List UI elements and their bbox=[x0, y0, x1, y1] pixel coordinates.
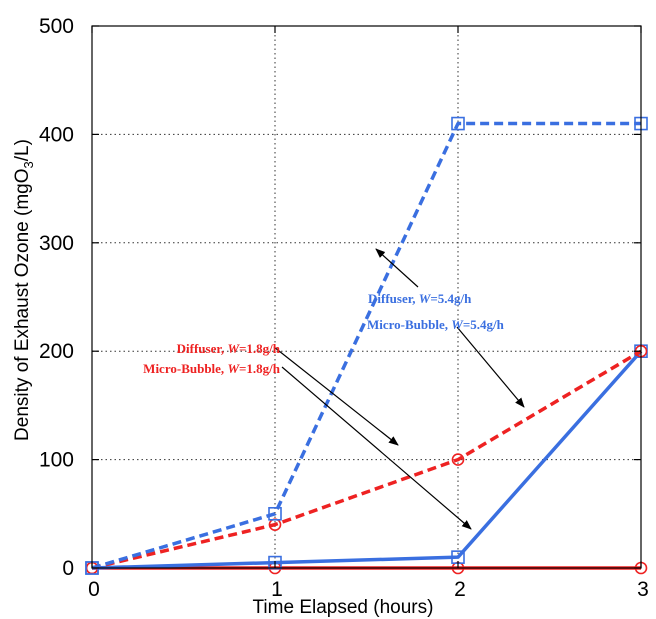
y-axis-title: Density of Exhaust Ozone (mgO3/L) bbox=[12, 139, 36, 441]
x-tick-label: 0 bbox=[88, 578, 100, 601]
annotation-arrow bbox=[281, 366, 472, 530]
annotation-label: Micro-Bubble, W=5.4g/h bbox=[367, 317, 505, 332]
annotation-arrow bbox=[456, 326, 525, 408]
series-line bbox=[91, 121, 641, 570]
x-tick-label: 2 bbox=[454, 578, 466, 601]
x-tick-label: 1 bbox=[271, 578, 283, 601]
y-tick-label: 0 bbox=[62, 557, 74, 580]
y-tick-label: 500 bbox=[39, 15, 74, 38]
y-tick-label: 400 bbox=[39, 123, 74, 146]
data-point-square bbox=[451, 116, 465, 131]
data-point-circle bbox=[451, 453, 465, 466]
y-tick-label: 300 bbox=[39, 232, 74, 255]
data-point-square bbox=[268, 506, 282, 521]
annotation-label: Diffuser, W=5.4g/h bbox=[368, 291, 472, 306]
annotation-arrow bbox=[273, 346, 399, 446]
series-lines bbox=[85, 116, 648, 575]
x-axis-title: Time Elapsed (hours) bbox=[253, 597, 434, 618]
annotation-label: Micro-Bubble, W=1.8g/h bbox=[143, 361, 281, 376]
annotations: Diffuser, W=5.4g/h Micro-Bubble, W=5.4g/h… bbox=[143, 248, 525, 530]
annotation-arrow bbox=[375, 248, 419, 288]
series-line bbox=[91, 349, 642, 570]
plot-frame bbox=[91, 25, 642, 569]
series-line bbox=[91, 350, 643, 570]
annotation-label: Diffuser, W=1.8g/h bbox=[177, 341, 281, 356]
y-tick-label: 100 bbox=[39, 449, 74, 472]
x-tick-label: 3 bbox=[637, 578, 649, 601]
grid-lines bbox=[92, 26, 641, 568]
axis-ticks: 0 100 200 300 400 500 0 1 2 3 bbox=[39, 15, 649, 601]
y-tick-label: 200 bbox=[39, 340, 74, 363]
